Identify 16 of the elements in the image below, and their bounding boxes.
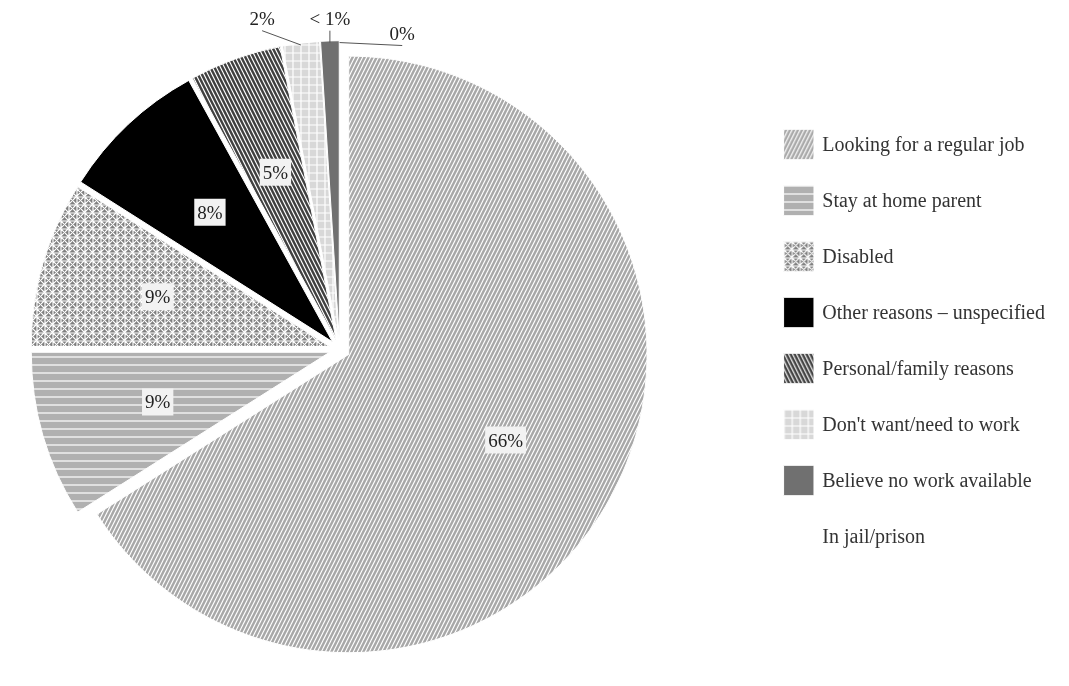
legend-label: Don't want/need to work (822, 412, 1020, 436)
data-label: 8% (197, 201, 223, 223)
legend-label: Other reasons – unspecified (822, 300, 1045, 324)
legend-label: Personal/family reasons (822, 356, 1014, 380)
legend-label: Looking for a regular job (822, 132, 1025, 156)
data-label: 2% (249, 8, 275, 30)
legend-label: Disabled (822, 244, 894, 268)
legend-label: Believe no work available (822, 468, 1032, 492)
legend-label: Stay at home parent (822, 188, 982, 212)
data-label: 9% (145, 286, 171, 308)
text: 0% (389, 23, 415, 45)
category-label: In jail/prison (822, 524, 926, 547)
data-label: 5% (262, 161, 289, 183)
data-label: < 1% (309, 8, 351, 30)
data-label: 66% (488, 429, 524, 451)
data-label: 9% (145, 391, 171, 413)
